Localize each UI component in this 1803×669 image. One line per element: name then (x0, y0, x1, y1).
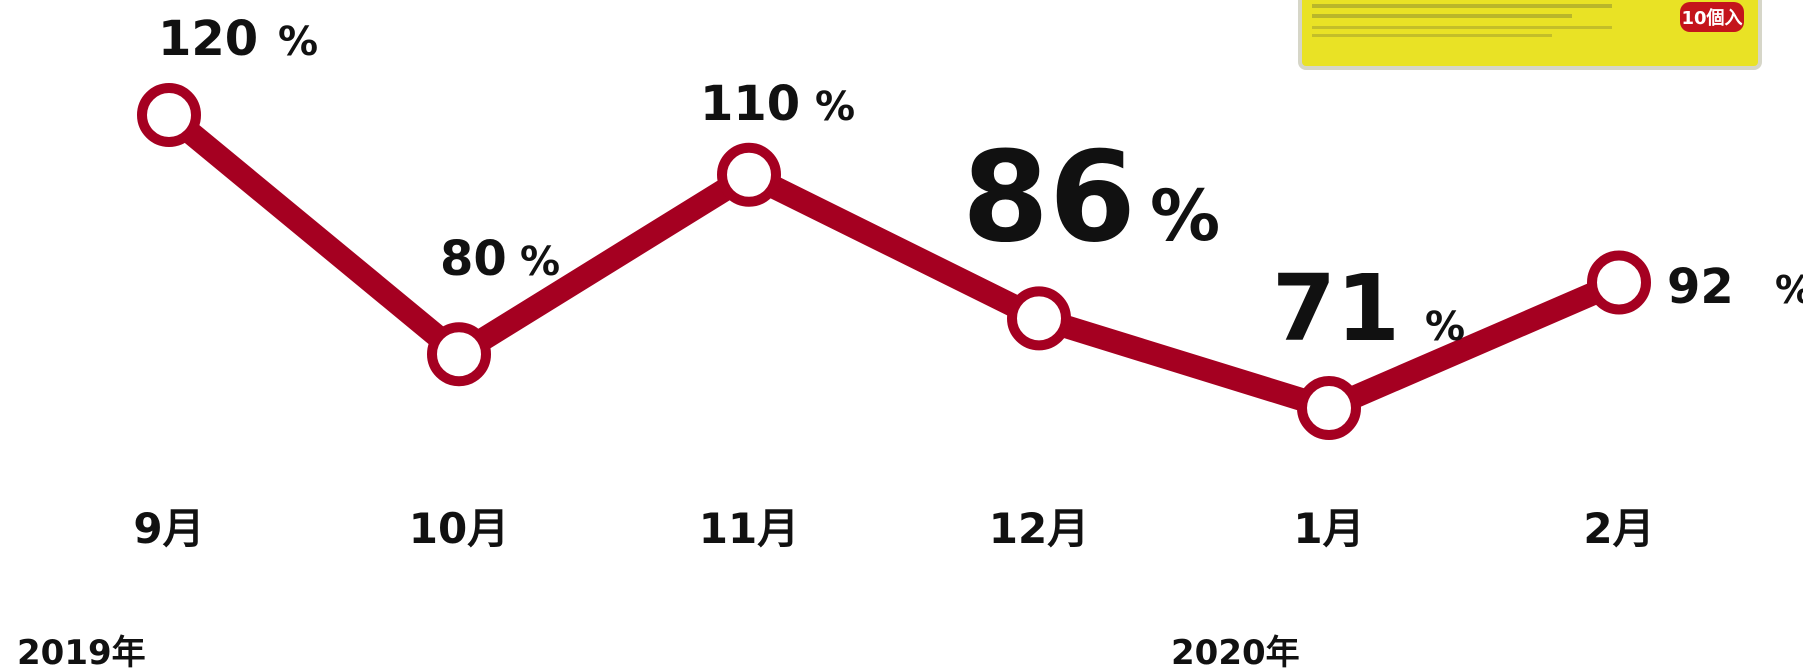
point (1007, 286, 1071, 351)
unit-label: % (1425, 304, 1465, 350)
point (137, 83, 201, 147)
badge: 10個入 (1681, 8, 1742, 29)
value-label: 110 (700, 76, 800, 132)
value-label: 120 (158, 11, 258, 67)
x-tick-label: 11月 (699, 504, 799, 553)
value-label: 80 (440, 231, 507, 287)
year-label: 2020年 (1171, 633, 1300, 669)
point (427, 322, 491, 387)
x-tick-label: 12月 (989, 504, 1089, 553)
value-label: 86 (962, 125, 1136, 270)
point (717, 142, 781, 207)
x-tick-label: 1月 (1293, 504, 1364, 553)
unit-label: % (1150, 175, 1220, 257)
x-tick-label: 9月 (133, 504, 204, 553)
point (1297, 376, 1361, 441)
unit-label: % (815, 84, 855, 130)
product-image: 10個入 (1298, 0, 1762, 70)
x-tick-label: 2月 (1583, 504, 1654, 553)
line (161, 106, 1624, 421)
unit-label: % (1775, 268, 1803, 312)
x-tick-label: 10月 (409, 504, 509, 553)
unit-label: % (520, 239, 560, 285)
year-label: 2019年 (17, 633, 146, 669)
value-label: 71 (1272, 255, 1400, 362)
unit-label: % (278, 19, 318, 65)
point (1587, 250, 1651, 315)
value-label: 92 (1667, 259, 1734, 315)
